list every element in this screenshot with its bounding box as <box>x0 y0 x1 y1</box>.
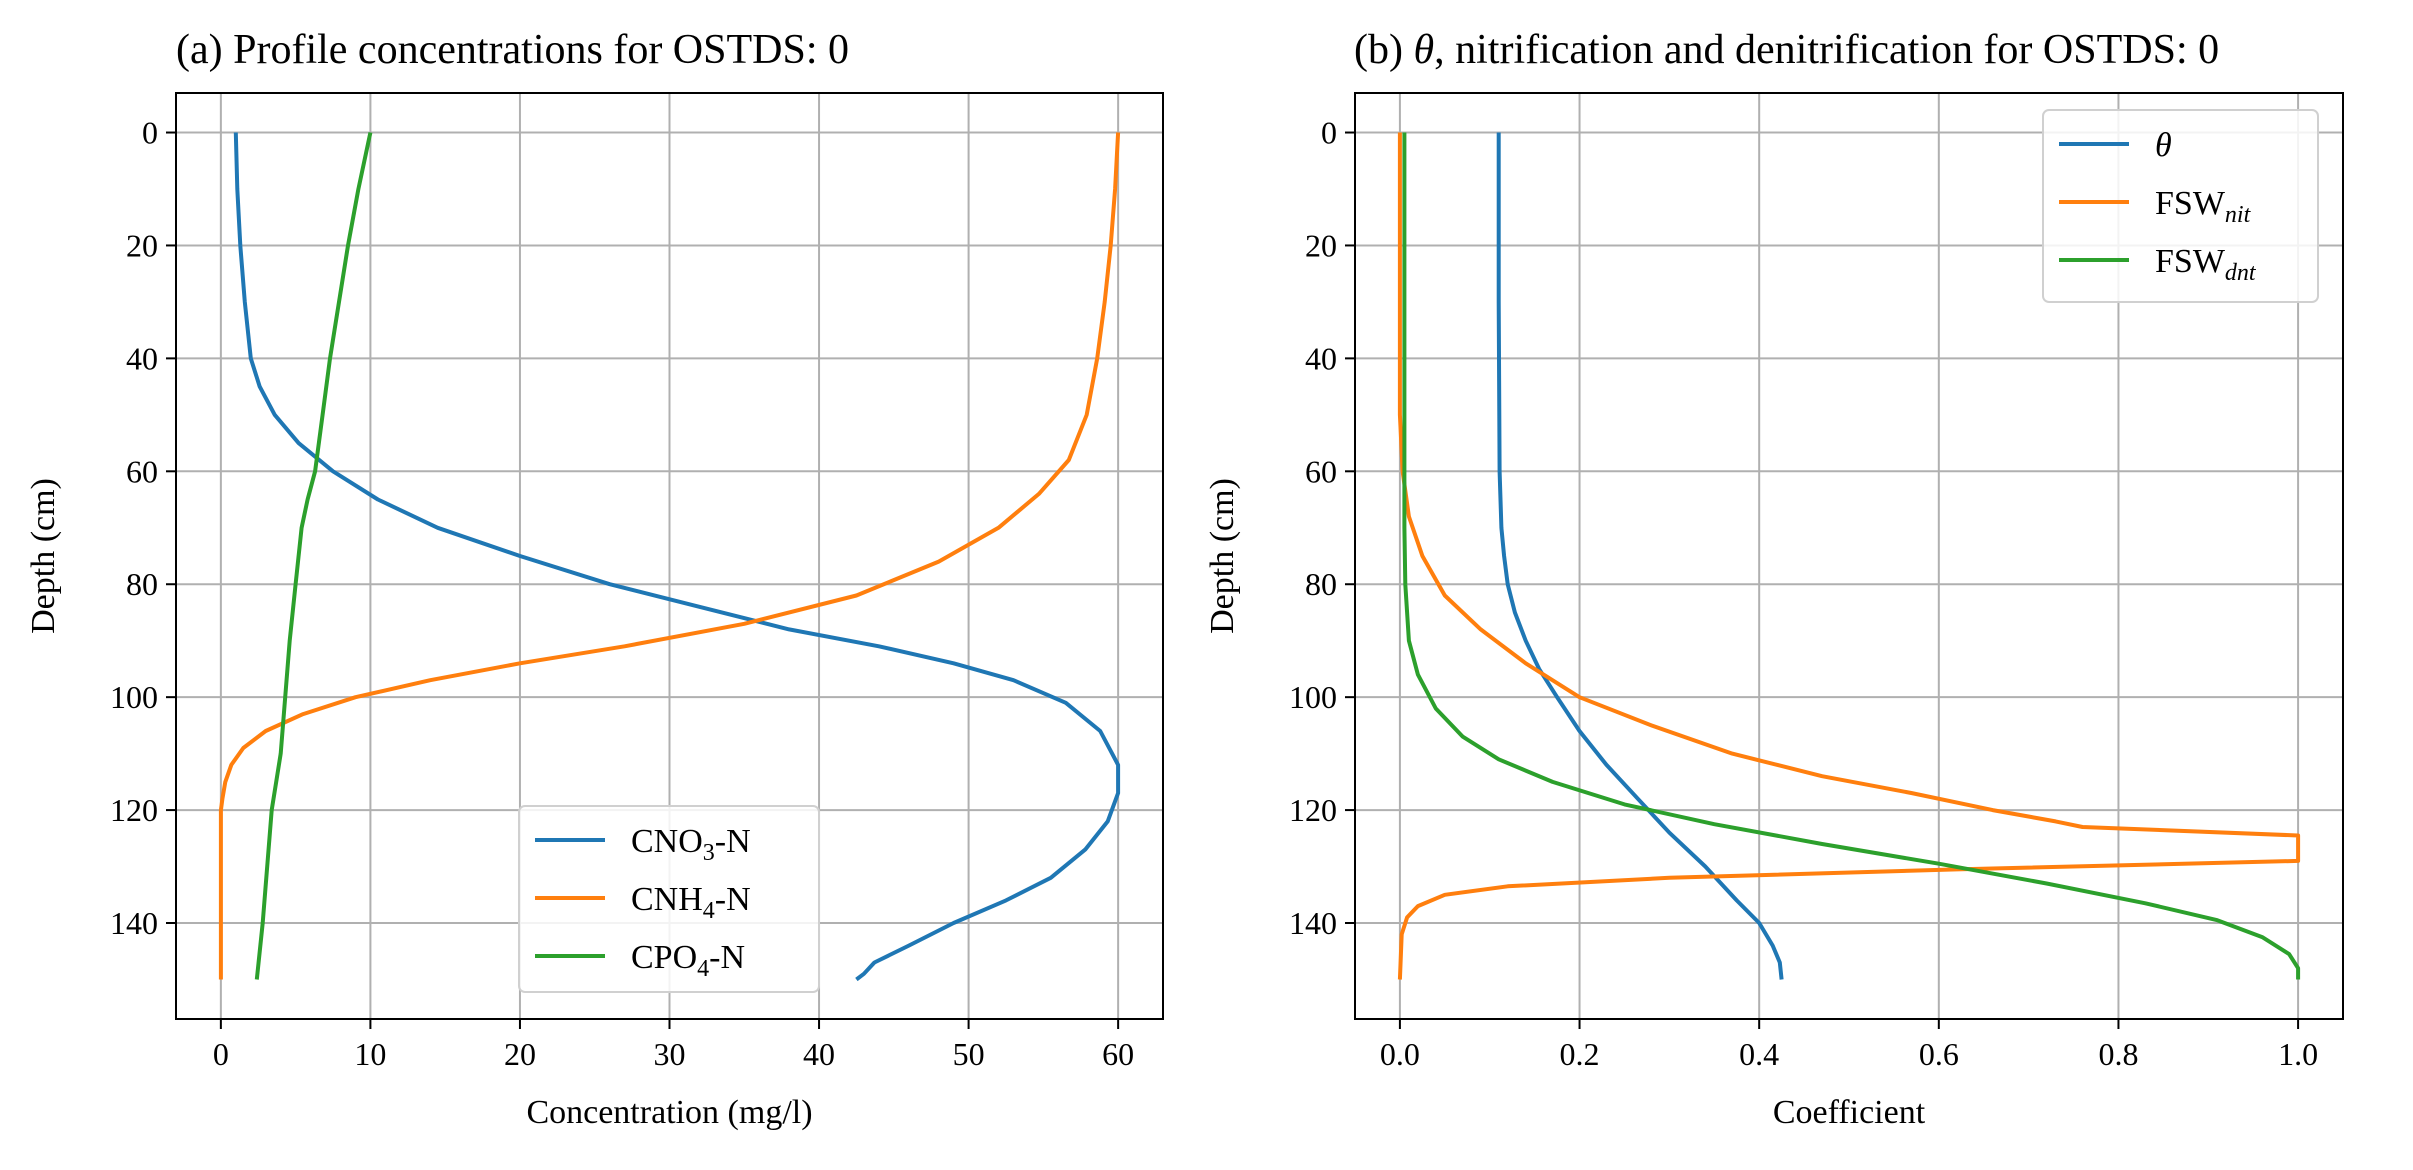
panel-a-title: (a) Profile concentrations for OSTDS: 0 <box>176 27 849 73</box>
y-tick-label: 100 <box>1289 679 1337 715</box>
y-tick-label: 80 <box>1305 566 1337 602</box>
y-tick-label: 60 <box>1305 453 1337 489</box>
y-tick-label: 80 <box>126 566 158 602</box>
x-tick-label: 0.8 <box>2098 1036 2138 1072</box>
series-line <box>1397 132 2301 980</box>
legend-label-suffix: -N <box>715 881 751 918</box>
series-line <box>1496 132 1784 980</box>
y-tick-label: 60 <box>126 453 158 489</box>
y-tick-label: 0 <box>1321 115 1337 151</box>
series-line <box>233 132 1121 982</box>
panel-b-series-lines <box>1397 132 2301 980</box>
legend-label-main: FSW <box>2155 243 2226 280</box>
panel-b-title: (b) θ, nitrification and denitrification… <box>1354 27 2219 73</box>
legend-label: θ <box>2155 127 2172 164</box>
legend-label-subscript: 3 <box>703 840 715 866</box>
panel-b-title-theta: θ <box>1413 27 1434 73</box>
panel-b-axes-frame <box>1354 92 2344 1020</box>
panel-a-y-axis-label: Depth (cm) <box>25 478 62 634</box>
legend-label: CNH4-N <box>631 881 751 924</box>
x-tick-label: 1.0 <box>2278 1036 2318 1072</box>
legend-label-main: θ <box>2155 127 2172 164</box>
legend-label-main: CPO <box>631 939 697 976</box>
x-tick-label: 30 <box>654 1036 686 1072</box>
legend-label: FSWnit <box>2155 185 2252 228</box>
legend-label-main: FSW <box>2155 185 2226 222</box>
panel-a-concentration-profiles: 0 10 20 30 40 50 60 0 20 40 60 80 100 120 140 (a) Prof… <box>25 27 1164 1131</box>
legend-label: CPO4-N <box>631 939 745 982</box>
y-tick-label: 140 <box>110 905 158 941</box>
legend-label-main: CNO <box>631 823 703 860</box>
legend-box <box>518 805 820 993</box>
legend-box <box>2042 109 2319 303</box>
series-line <box>1402 132 2301 980</box>
y-tick-label: 0 <box>142 115 158 151</box>
x-tick-label: 0 <box>213 1036 229 1072</box>
panel-b-coefficients: 0.0 0.2 0.4 0.6 0.8 1.0 0 20 40 60 80 100 120 140 (b)… <box>1204 27 2344 1131</box>
x-tick-label: 0.2 <box>1560 1036 1600 1072</box>
panel-b-ticks: 0.0 0.2 0.4 0.6 0.8 1.0 0 20 40 60 80 100 120 140 <box>1289 115 2318 1072</box>
y-tick-label: 140 <box>1289 905 1337 941</box>
y-tick-label: 20 <box>126 227 158 263</box>
panel-b-title-suffix: , nitrification and denitrification for … <box>1434 27 2219 73</box>
legend-label: CNO3-N <box>631 823 751 866</box>
panel-a-series-lines <box>218 132 1121 982</box>
legend-label-main: CNH <box>631 881 703 918</box>
panel-a-ticks: 0 10 20 30 40 50 60 0 20 40 60 80 100 120 140 <box>110 115 1134 1072</box>
x-tick-label: 0.6 <box>1919 1036 1959 1072</box>
y-tick-label: 40 <box>1305 340 1337 376</box>
y-tick-label: 120 <box>110 792 158 828</box>
x-tick-label: 0.0 <box>1380 1036 1420 1072</box>
panel-a-x-axis-label: Concentration (mg/l) <box>526 1094 812 1131</box>
x-tick-label: 0.4 <box>1739 1036 1779 1072</box>
panel-b-y-axis-label: Depth (cm) <box>1204 478 1241 634</box>
y-tick-label: 40 <box>126 340 158 376</box>
legend-label-subscript: 4 <box>703 898 715 924</box>
legend-label-subscript: nit <box>2225 202 2252 228</box>
x-tick-label: 60 <box>1102 1036 1134 1072</box>
x-tick-label: 40 <box>803 1036 835 1072</box>
panel-b-title-prefix: (b) <box>1354 27 1413 73</box>
x-tick-label: 10 <box>354 1036 386 1072</box>
legend-label-suffix: -N <box>715 823 751 860</box>
x-tick-label: 20 <box>504 1036 536 1072</box>
legend-label-subscript: 4 <box>697 956 709 982</box>
series-line <box>254 132 373 980</box>
panel-b-x-axis-label: Coefficient <box>1773 1094 1926 1131</box>
legend-label-subscript: dnt <box>2225 260 2257 286</box>
legend-label: FSWdnt <box>2155 243 2257 286</box>
y-tick-label: 120 <box>1289 792 1337 828</box>
y-tick-label: 100 <box>110 679 158 715</box>
series-line <box>218 132 1121 980</box>
legend-label-suffix: -N <box>709 939 745 976</box>
y-tick-label: 20 <box>1305 227 1337 263</box>
x-tick-label: 50 <box>953 1036 985 1072</box>
